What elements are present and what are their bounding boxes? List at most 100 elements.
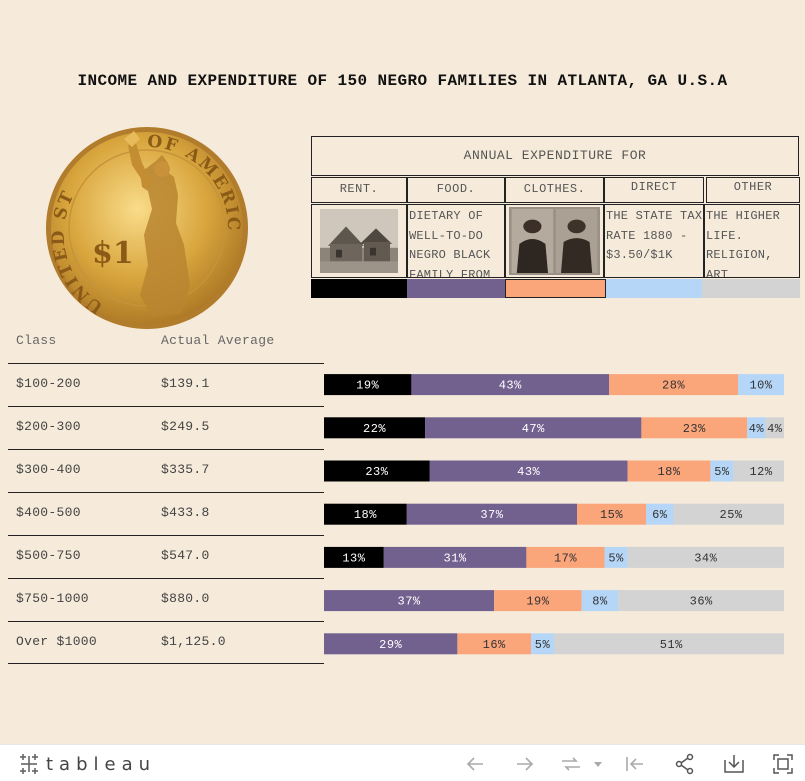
- bar-segment[interactable]: [733, 460, 784, 482]
- bar-segment[interactable]: [627, 460, 711, 482]
- chart-title: INCOME AND EXPENDITURE OF 150 NEGRO FAMI…: [77, 72, 728, 90]
- clothes-photo-cell: [505, 204, 604, 278]
- row-average: $1,125.0: [161, 634, 226, 649]
- bar-segment[interactable]: [765, 417, 784, 439]
- legend-swatch-clothes: [505, 279, 606, 298]
- svg-text:$1: $1: [92, 236, 134, 271]
- row-average: $335.7: [161, 462, 210, 477]
- data-label: 37%: [398, 595, 421, 609]
- bar-segment[interactable]: [425, 417, 642, 439]
- bar-segment[interactable]: [738, 374, 784, 396]
- bar-segment[interactable]: [324, 546, 384, 568]
- bar-segment[interactable]: [324, 503, 407, 525]
- bar-segment[interactable]: [641, 417, 748, 439]
- row-average: $249.5: [161, 419, 210, 434]
- bar-segment[interactable]: [411, 374, 610, 396]
- row-class: $400-500: [16, 505, 81, 520]
- bar-segment[interactable]: [494, 590, 582, 612]
- bar-segment[interactable]: [383, 546, 527, 568]
- house-photo: [320, 209, 398, 273]
- row-average: $139.1: [161, 376, 210, 391]
- bar-segment[interactable]: [747, 417, 766, 439]
- bar-segment[interactable]: [609, 374, 738, 396]
- table-row[interactable]: Over $1000 $1,125.0: [8, 621, 324, 664]
- fullscreen-icon[interactable]: [771, 752, 795, 776]
- tableau-logo[interactable]: tableau: [18, 753, 156, 775]
- bar-segment[interactable]: [406, 503, 577, 525]
- column-header-class: Class: [16, 333, 57, 348]
- data-label: 12%: [749, 465, 772, 479]
- row-class: $300-400: [16, 462, 81, 477]
- data-label: 16%: [483, 638, 506, 652]
- bar-segment[interactable]: [324, 590, 495, 612]
- table-row[interactable]: $100-200 $139.1: [8, 363, 324, 406]
- stacked-bar-chart[interactable]: 19% 43% 28% 10% 22% 47% 23% 4% 4% 23% 43% 18% 5% 12% 1…: [324, 362, 784, 664]
- bar-segment[interactable]: [526, 546, 605, 568]
- other-description: THE HIGHER LIFE. RELIGION, ART: [706, 209, 781, 278]
- bar-segment[interactable]: [429, 460, 628, 482]
- bar-row[interactable]: 18% 37% 15% 6% 25%: [324, 503, 784, 525]
- bar-row[interactable]: 29% 16% 5% 51%: [324, 633, 784, 655]
- legend-swatch-other: [702, 279, 800, 298]
- reset-icon[interactable]: [623, 752, 647, 776]
- category-clothes: CLOTHES.: [505, 177, 604, 203]
- data-label: 5%: [535, 638, 551, 652]
- legend-swatch-direct: [606, 279, 702, 298]
- category-other: OTHER: [706, 177, 800, 203]
- redo-icon[interactable]: [513, 752, 537, 776]
- data-label: 15%: [600, 508, 623, 522]
- legend-swatch-rent: [311, 279, 407, 298]
- data-label: 18%: [354, 508, 377, 522]
- download-icon[interactable]: [722, 752, 746, 776]
- table-row[interactable]: $400-500 $433.8: [8, 492, 324, 535]
- bar-segment[interactable]: [604, 546, 628, 568]
- data-label: 36%: [690, 595, 713, 609]
- bar-segment[interactable]: [673, 503, 784, 525]
- data-label: 34%: [694, 551, 717, 565]
- bar-segment[interactable]: [324, 374, 412, 396]
- share-icon[interactable]: [673, 752, 697, 776]
- row-class: Over $1000: [16, 634, 98, 649]
- bar-segment[interactable]: [324, 633, 458, 655]
- row-class: $500-750: [16, 548, 81, 563]
- bar-segment[interactable]: [627, 546, 784, 568]
- undo-icon[interactable]: [463, 752, 487, 776]
- expenditure-header: ANNUAL EXPENDITURE FOR: [311, 136, 799, 176]
- bar-row[interactable]: 23% 43% 18% 5% 12%: [324, 460, 784, 482]
- row-class: $750-1000: [16, 591, 89, 606]
- data-label: 23%: [365, 465, 388, 479]
- bar-segment[interactable]: [710, 460, 734, 482]
- bar-row[interactable]: 13% 31% 17% 5% 34%: [324, 546, 784, 568]
- food-description: DIETARY OF WELL-TO-DO NEGRO BLACK FAMILY…: [409, 209, 491, 278]
- bar-segment[interactable]: [531, 633, 554, 655]
- bar-segment[interactable]: [554, 633, 784, 655]
- data-label: 37%: [480, 508, 503, 522]
- data-label: 13%: [342, 551, 365, 565]
- table-row[interactable]: $750-1000 $880.0: [8, 578, 324, 621]
- direct-description: THE STATE TAX RATE 1880 - $3.50/$1K: [606, 209, 703, 262]
- bar-segment[interactable]: [581, 590, 619, 612]
- bar-row[interactable]: 37% 19% 8% 36%: [324, 590, 784, 612]
- food-description-cell: DIETARY OF WELL-TO-DO NEGRO BLACK FAMILY…: [407, 204, 505, 278]
- data-label: 17%: [554, 551, 577, 565]
- category-rent: RENT.: [311, 177, 407, 203]
- bar-row[interactable]: 22% 47% 23% 4% 4%: [324, 417, 784, 439]
- table-row[interactable]: $300-400 $335.7: [8, 449, 324, 492]
- category-direct: DIRECT: [604, 177, 704, 203]
- data-label: 4%: [767, 422, 783, 436]
- table-row[interactable]: $200-300 $249.5: [8, 406, 324, 449]
- column-header-average: Actual Average: [161, 333, 275, 348]
- bar-segment[interactable]: [324, 460, 430, 482]
- bar-row[interactable]: 19% 43% 28% 10%: [324, 374, 784, 396]
- bar-segment[interactable]: [646, 503, 674, 525]
- bar-segment[interactable]: [457, 633, 531, 655]
- bar-segment[interactable]: [618, 590, 784, 612]
- dollar-coin-image: OF AMERICA UNITED STATES $1: [44, 125, 248, 329]
- bar-segment[interactable]: [324, 417, 426, 439]
- row-class: $100-200: [16, 376, 81, 391]
- table-row[interactable]: $500-750 $547.0: [8, 535, 324, 578]
- data-label: 8%: [592, 595, 608, 609]
- data-label: 47%: [522, 422, 545, 436]
- bar-segment[interactable]: [577, 503, 646, 525]
- revert-icon[interactable]: [558, 752, 604, 776]
